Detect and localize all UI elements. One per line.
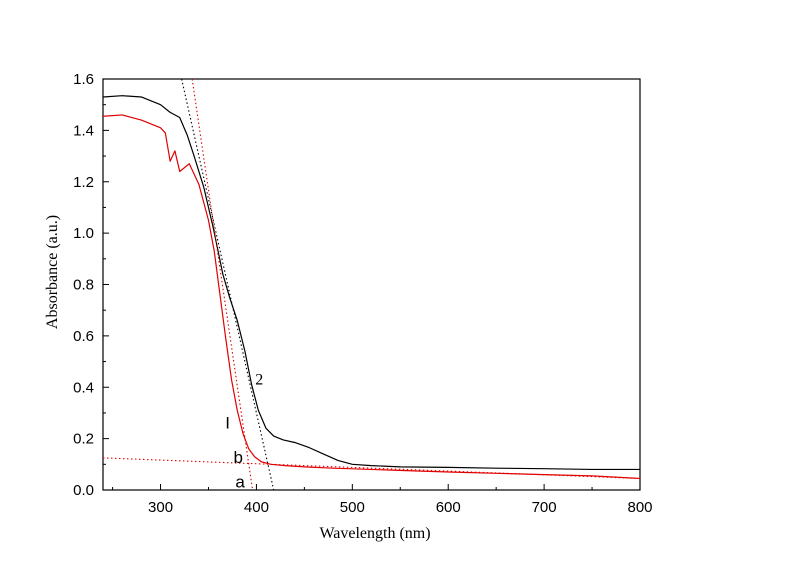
y-tick-label-8: 1.6 (73, 71, 94, 88)
y-axis-title: Absorbance (a.u.) (44, 215, 61, 329)
x-tick-label-800: 800 (627, 499, 652, 516)
y-tick-label-2: 0.4 (73, 379, 94, 396)
plot-frame (102, 78, 641, 491)
curve-annotation-b: b (233, 448, 242, 467)
y-tick-label-6: 1.2 (73, 174, 94, 191)
y-tick-label-7: 1.4 (73, 122, 94, 139)
x-tick-label-300: 300 (148, 499, 173, 516)
series-line-tangent-1-edge (191, 79, 254, 490)
series-line-1 (103, 114, 640, 480)
series-line-baseline (103, 457, 640, 479)
curve-annotation-I: I (225, 413, 230, 432)
y-tick-label-3: 0.6 (73, 328, 94, 345)
series-line-2 (103, 95, 640, 471)
x-axis-title: Wavelength (nm) (319, 525, 430, 542)
curve-annotation-a: a (235, 472, 245, 491)
y-tick-label-4: 0.8 (73, 277, 94, 294)
y-tick-label-0: 0.0 (73, 482, 94, 499)
y-tick-label-1: 0.2 (73, 431, 94, 448)
x-tick-label-500: 500 (340, 499, 365, 516)
x-tick-label-700: 700 (532, 499, 557, 516)
curve-annotation-2: 2 (255, 372, 263, 389)
x-tick-label-400: 400 (244, 499, 269, 516)
x-tick-label-600: 600 (436, 499, 461, 516)
y-tick-label-5: 1.0 (73, 225, 94, 242)
